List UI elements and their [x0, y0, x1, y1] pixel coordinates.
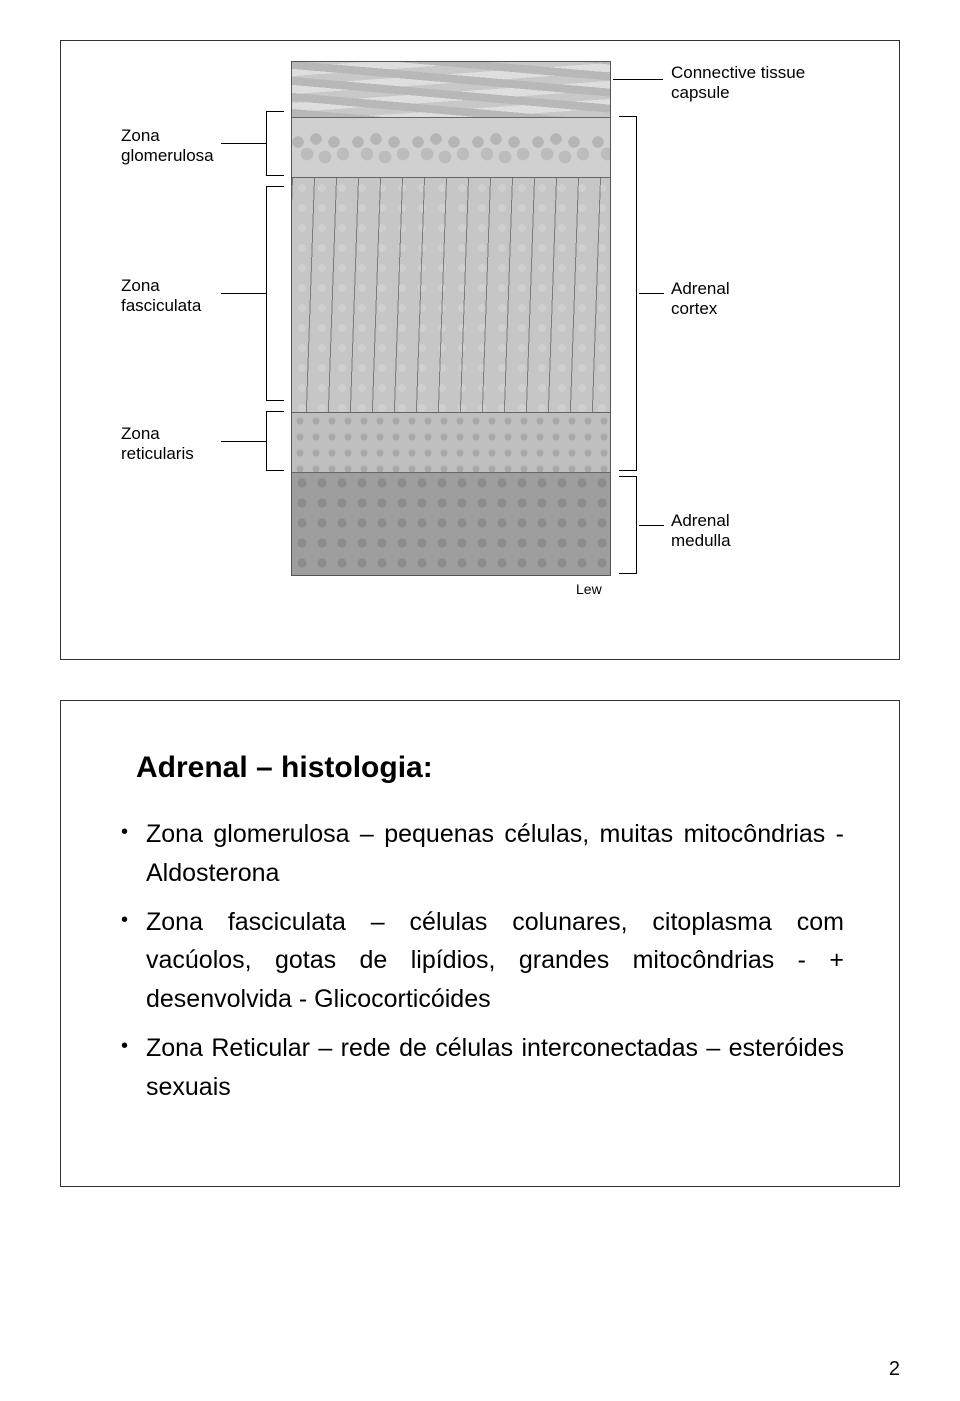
bracket-fasciculata — [266, 186, 284, 401]
layer-glomerulosa — [292, 117, 610, 177]
label-zona-reticularis: Zona reticularis — [121, 424, 194, 465]
text-panel: Adrenal – histologia: Zona glomerulosa –… — [60, 700, 900, 1187]
leader-glomerulosa — [221, 143, 266, 144]
layer-reticularis — [292, 412, 610, 472]
slide-title: Adrenal – histologia: — [116, 751, 844, 785]
leader-reticularis — [221, 441, 266, 442]
bracket-medulla — [619, 476, 637, 574]
tissue-box — [291, 61, 611, 576]
label-zona-glomerulosa: Zona glomerulosa — [121, 126, 214, 167]
label-zona-fasciculata: Zona fasciculata — [121, 276, 201, 317]
bullet-list: Zona glomerulosa – pequenas células, mui… — [116, 815, 844, 1106]
leader-medulla — [639, 525, 664, 526]
bracket-reticularis — [266, 411, 284, 471]
bracket-cortex — [619, 116, 637, 471]
bullet-item: Zona fasciculata – células colunares, ci… — [116, 903, 844, 1019]
bullet-item: Zona Reticular – rede de células interco… — [116, 1029, 844, 1107]
adrenal-histology-diagram: Zona glomerulosa Zona fasciculata Zona r… — [61, 41, 899, 659]
label-adrenal-medulla: Adrenal medulla — [671, 511, 731, 552]
leader-fasciculata — [221, 293, 266, 294]
label-adrenal-cortex: Adrenal cortex — [671, 279, 730, 320]
bullet-item: Zona glomerulosa – pequenas células, mui… — [116, 815, 844, 893]
leader-capsule — [613, 79, 663, 80]
leader-cortex — [639, 293, 664, 294]
layer-medulla — [292, 472, 610, 576]
label-connective-tissue-capsule: Connective tissue capsule — [671, 63, 805, 104]
diagram-panel: Zona glomerulosa Zona fasciculata Zona r… — [60, 40, 900, 660]
page-number: 2 — [889, 1358, 900, 1381]
bracket-glomerulosa — [266, 111, 284, 176]
diagram-credit: Lew — [576, 581, 602, 597]
layer-capsule — [292, 62, 610, 117]
layer-fasciculata — [292, 177, 610, 412]
